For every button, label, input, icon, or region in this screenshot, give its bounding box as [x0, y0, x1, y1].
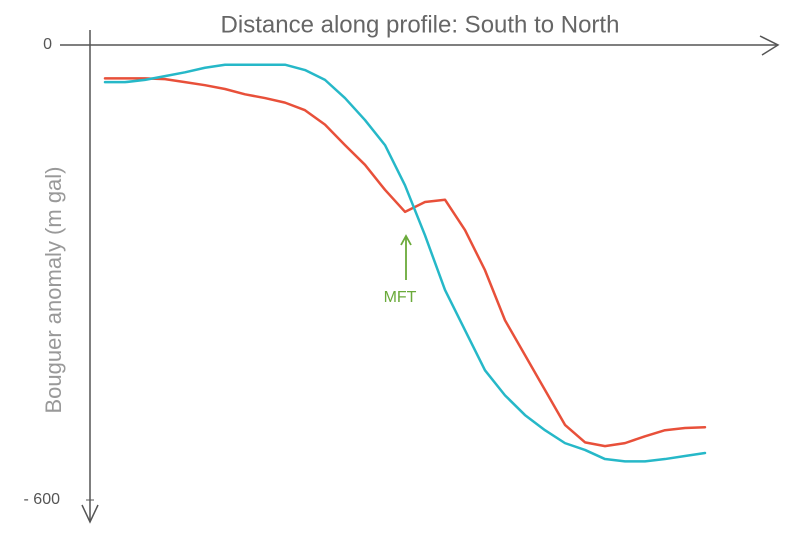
x-axis-arrow [759, 35, 780, 56]
line-series [103, 77, 707, 448]
axes [60, 30, 780, 524]
y-tick-label: - 600 [24, 491, 61, 508]
line-series [103, 63, 707, 463]
chart-title: Distance along profile: South to North [221, 11, 620, 38]
y-axis-label: Bouguer anomaly (m gal) [41, 166, 66, 413]
annotation-arrowhead [400, 234, 412, 246]
y-axis-arrow [81, 504, 99, 524]
y-tick-label: 0 [43, 36, 52, 53]
annotation: MFT [384, 289, 417, 306]
